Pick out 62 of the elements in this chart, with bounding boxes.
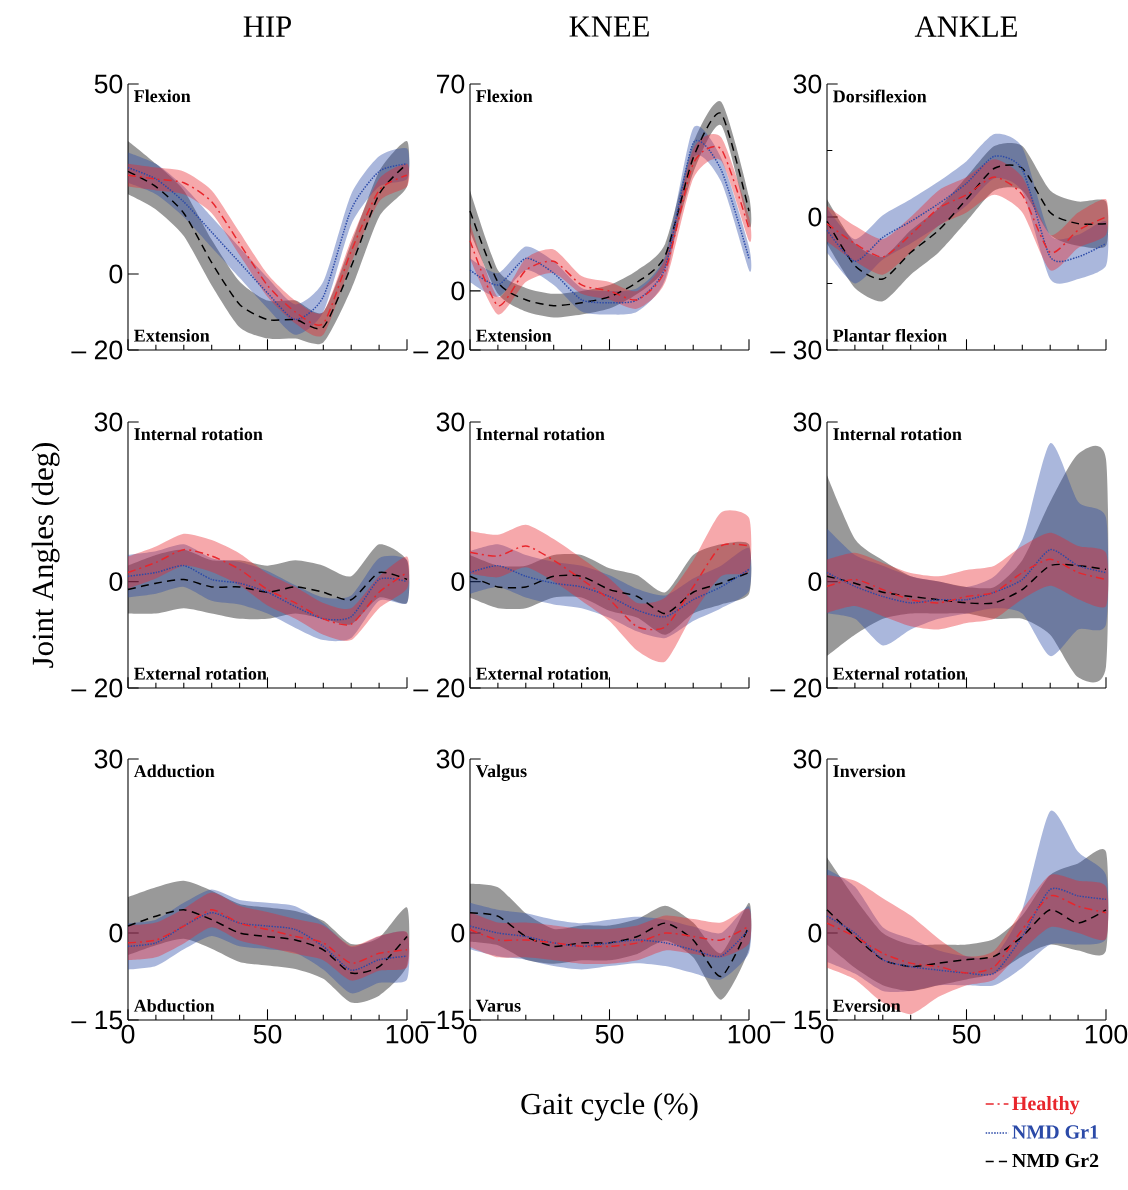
y-tick-label: 50 <box>94 74 123 94</box>
annotation: Eversion <box>833 999 901 1012</box>
line-series <box>469 925 750 958</box>
annotation: External rotation <box>833 667 966 680</box>
legend-label: Healthy <box>1012 1096 1080 1115</box>
annotation: Inversion <box>833 764 906 778</box>
chart-title: KNEE <box>569 16 649 37</box>
y-tick-label: 0 <box>109 572 123 592</box>
y-tick-label: 30 <box>793 412 822 432</box>
y-tick-label: 30 <box>436 749 465 769</box>
y-tick-label: – 15 <box>770 1010 822 1030</box>
line-series <box>826 176 1107 258</box>
y-tick-label: 0 <box>109 264 123 284</box>
legend-label: NMD Gr1 <box>1012 1125 1099 1139</box>
annotation: Extension <box>476 329 552 342</box>
line-series <box>127 564 408 621</box>
line-series <box>826 548 1107 604</box>
x-axis-title: Gait cycle (%) <box>521 1092 698 1121</box>
annotation: Internal rotation <box>476 427 605 441</box>
annotation: Internal rotation <box>134 427 263 441</box>
line-series <box>469 564 750 618</box>
annotation: Valgus <box>475 764 527 781</box>
y-tick-label: 0 <box>451 923 465 943</box>
y-axis-title: Joint Angles (deg) <box>31 443 60 668</box>
y-tick-label: 0 <box>808 572 822 592</box>
y-tick-label: – 20 <box>413 678 465 698</box>
legend-label: NMD Gr2 <box>1012 1153 1099 1168</box>
annotation: Varus <box>475 999 521 1012</box>
x-tick-label: 50 <box>595 1024 624 1044</box>
y-tick-label: 30 <box>793 749 822 769</box>
chart-title: ANKLE <box>914 16 1017 37</box>
annotation: Flexion <box>476 89 533 103</box>
y-tick-label: 0 <box>451 572 465 592</box>
y-tick-label: – 20 <box>770 678 822 698</box>
annotation: Internal rotation <box>833 427 962 441</box>
y-tick-label: 0 <box>451 281 465 301</box>
annotation: Extension <box>134 329 210 342</box>
y-tick-label: 30 <box>793 74 822 94</box>
y-tick-label: 0 <box>109 923 123 943</box>
annotation: Adduction <box>133 764 215 778</box>
x-tick-label: 100 <box>1085 1024 1128 1044</box>
annotation: Dorsiflexion <box>833 89 927 103</box>
y-tick-label: 0 <box>808 207 822 227</box>
annotation: External rotation <box>476 667 609 680</box>
annotation: Abduction <box>133 999 215 1012</box>
annotation: External rotation <box>134 667 267 680</box>
annotation: Plantar flexion <box>833 328 947 342</box>
annotation: Flexion <box>134 89 191 103</box>
y-tick-label: – 20 <box>71 678 123 698</box>
chart-title: HIP <box>243 16 291 37</box>
y-tick-label: 70 <box>436 74 465 94</box>
y-tick-label: – 15 <box>71 1010 123 1030</box>
y-tick-label: 30 <box>436 412 465 432</box>
y-tick-label: 30 <box>94 749 123 769</box>
x-tick-label: 50 <box>253 1024 282 1044</box>
y-tick-label: – 20 <box>413 340 465 360</box>
y-tick-label: – 20 <box>71 340 123 360</box>
y-tick-label: 0 <box>808 923 822 943</box>
x-tick-label: 50 <box>952 1024 981 1044</box>
x-tick-label: 100 <box>728 1024 771 1044</box>
y-tick-label: 30 <box>94 412 123 432</box>
y-tick-label: – 30 <box>770 340 822 360</box>
